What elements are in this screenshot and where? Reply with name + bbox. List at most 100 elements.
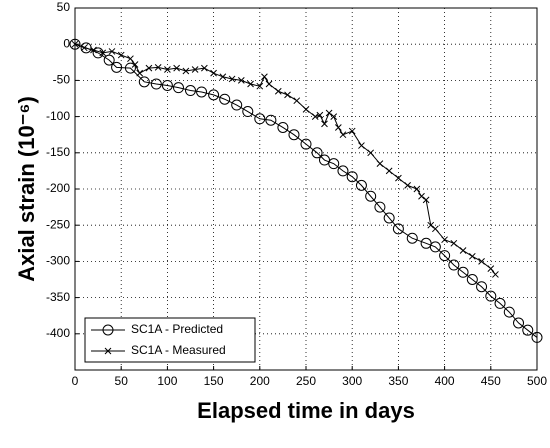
x-tick-label: 450 bbox=[481, 374, 501, 388]
marker bbox=[330, 113, 338, 120]
x-tick-label: 200 bbox=[250, 374, 270, 388]
marker bbox=[172, 82, 184, 94]
y-tick-label: -50 bbox=[53, 73, 71, 87]
marker bbox=[337, 165, 349, 177]
marker bbox=[228, 75, 236, 83]
y-tick-label: 50 bbox=[57, 0, 71, 14]
marker bbox=[457, 266, 469, 278]
marker bbox=[196, 86, 208, 98]
marker bbox=[522, 324, 534, 336]
x-tick-label: 50 bbox=[115, 374, 129, 388]
marker bbox=[485, 290, 497, 302]
x-tick-label: 0 bbox=[72, 374, 79, 388]
marker bbox=[154, 64, 162, 71]
y-tick-label: -100 bbox=[46, 109, 70, 123]
marker bbox=[127, 55, 134, 63]
y-tick-label: -300 bbox=[46, 254, 70, 268]
marker bbox=[117, 51, 125, 59]
marker bbox=[321, 120, 328, 128]
marker bbox=[422, 196, 430, 204]
marker bbox=[288, 129, 300, 141]
marker bbox=[69, 38, 81, 50]
plot-frame bbox=[74, 7, 538, 371]
legend-box bbox=[84, 317, 256, 363]
marker bbox=[265, 114, 277, 126]
marker bbox=[164, 66, 171, 73]
marker bbox=[450, 239, 458, 247]
marker bbox=[413, 185, 421, 193]
marker bbox=[277, 121, 289, 133]
marker bbox=[145, 64, 153, 72]
marker bbox=[108, 48, 116, 55]
marker bbox=[513, 317, 525, 329]
legend-label: SC1A - Measured bbox=[131, 343, 226, 357]
marker bbox=[71, 40, 79, 48]
marker bbox=[503, 306, 515, 318]
legend-label: SC1A - Predicted bbox=[131, 322, 223, 336]
marker bbox=[346, 171, 358, 183]
marker bbox=[90, 46, 97, 54]
marker bbox=[210, 69, 217, 77]
x-tick-label: 150 bbox=[204, 374, 224, 388]
marker bbox=[395, 174, 402, 182]
marker bbox=[293, 97, 301, 105]
marker bbox=[478, 258, 485, 265]
marker bbox=[237, 77, 245, 84]
marker bbox=[385, 167, 393, 175]
y-tick-label: 0 bbox=[63, 36, 70, 50]
marker bbox=[316, 111, 324, 119]
marker bbox=[256, 82, 264, 90]
marker bbox=[459, 247, 467, 254]
marker bbox=[325, 109, 333, 117]
marker bbox=[201, 64, 208, 72]
marker bbox=[219, 73, 227, 81]
marker bbox=[191, 66, 199, 73]
x-axis-label: Elapsed time in days bbox=[197, 398, 415, 423]
marker bbox=[365, 190, 377, 202]
marker bbox=[254, 113, 266, 125]
marker bbox=[311, 113, 319, 120]
marker bbox=[231, 99, 243, 111]
x-tick-label: 350 bbox=[388, 374, 408, 388]
marker bbox=[104, 347, 112, 355]
marker bbox=[406, 232, 418, 244]
marker bbox=[418, 192, 425, 200]
marker bbox=[429, 241, 441, 253]
marker bbox=[124, 62, 136, 74]
y-tick-label: -400 bbox=[46, 326, 70, 340]
marker bbox=[80, 44, 88, 52]
marker bbox=[274, 87, 282, 95]
marker bbox=[339, 131, 347, 139]
marker bbox=[476, 281, 488, 293]
y-tick-label: -350 bbox=[46, 290, 70, 304]
marker bbox=[376, 160, 384, 168]
marker bbox=[261, 73, 268, 81]
marker bbox=[242, 106, 254, 118]
x-tick-label: 100 bbox=[157, 374, 177, 388]
x-tick-label: 500 bbox=[527, 374, 547, 388]
marker bbox=[392, 223, 404, 235]
marker bbox=[302, 106, 310, 113]
marker bbox=[208, 89, 220, 101]
marker bbox=[182, 67, 190, 75]
marker bbox=[374, 201, 386, 213]
y-axis-label: Axial strain (10⁻⁶) bbox=[14, 96, 39, 282]
marker bbox=[358, 142, 365, 149]
marker bbox=[348, 127, 356, 135]
marker bbox=[103, 54, 115, 66]
marker bbox=[173, 64, 180, 72]
marker bbox=[219, 93, 231, 105]
marker bbox=[311, 147, 323, 159]
marker bbox=[439, 250, 451, 262]
marker bbox=[441, 236, 448, 244]
marker bbox=[131, 61, 139, 68]
marker bbox=[383, 212, 395, 224]
marker bbox=[432, 225, 439, 233]
y-tick-label: -200 bbox=[46, 181, 70, 195]
marker bbox=[99, 49, 107, 57]
marker bbox=[468, 252, 476, 260]
marker bbox=[355, 179, 367, 191]
marker bbox=[284, 91, 291, 99]
marker bbox=[448, 259, 460, 271]
